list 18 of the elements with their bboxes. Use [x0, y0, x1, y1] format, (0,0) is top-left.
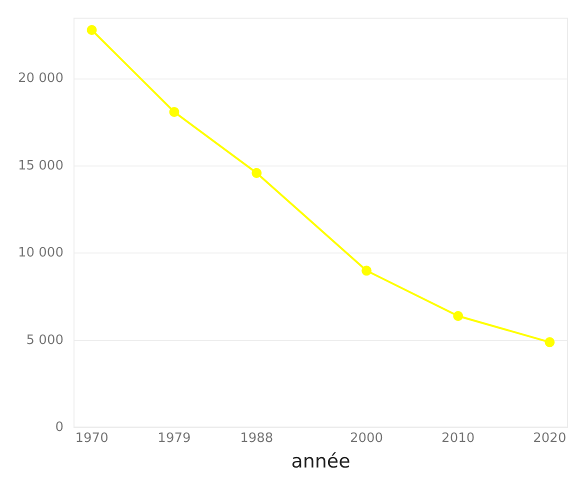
y-tick-label: 15 000 — [18, 158, 64, 174]
x-tick-label: 1979 — [158, 430, 191, 446]
x-tick-label: 1970 — [75, 430, 108, 446]
point — [252, 168, 262, 178]
y-tick-label: 10 000 — [18, 246, 64, 261]
point — [362, 266, 372, 276]
x-tick-label: 1988 — [240, 430, 274, 446]
point — [169, 106, 180, 117]
point — [86, 25, 97, 36]
point — [544, 337, 555, 348]
x-tick-label: 2000 — [350, 430, 384, 446]
y-tick-label: 0 — [55, 420, 64, 435]
y-tick-label: 5 000 — [26, 332, 64, 348]
y-tick-label: 20 000 — [18, 71, 64, 86]
x-tick-label: 2020 — [533, 430, 566, 446]
x-tick-label: 2010 — [442, 430, 475, 446]
point — [453, 310, 464, 321]
x-axis-title: année — [291, 450, 350, 473]
